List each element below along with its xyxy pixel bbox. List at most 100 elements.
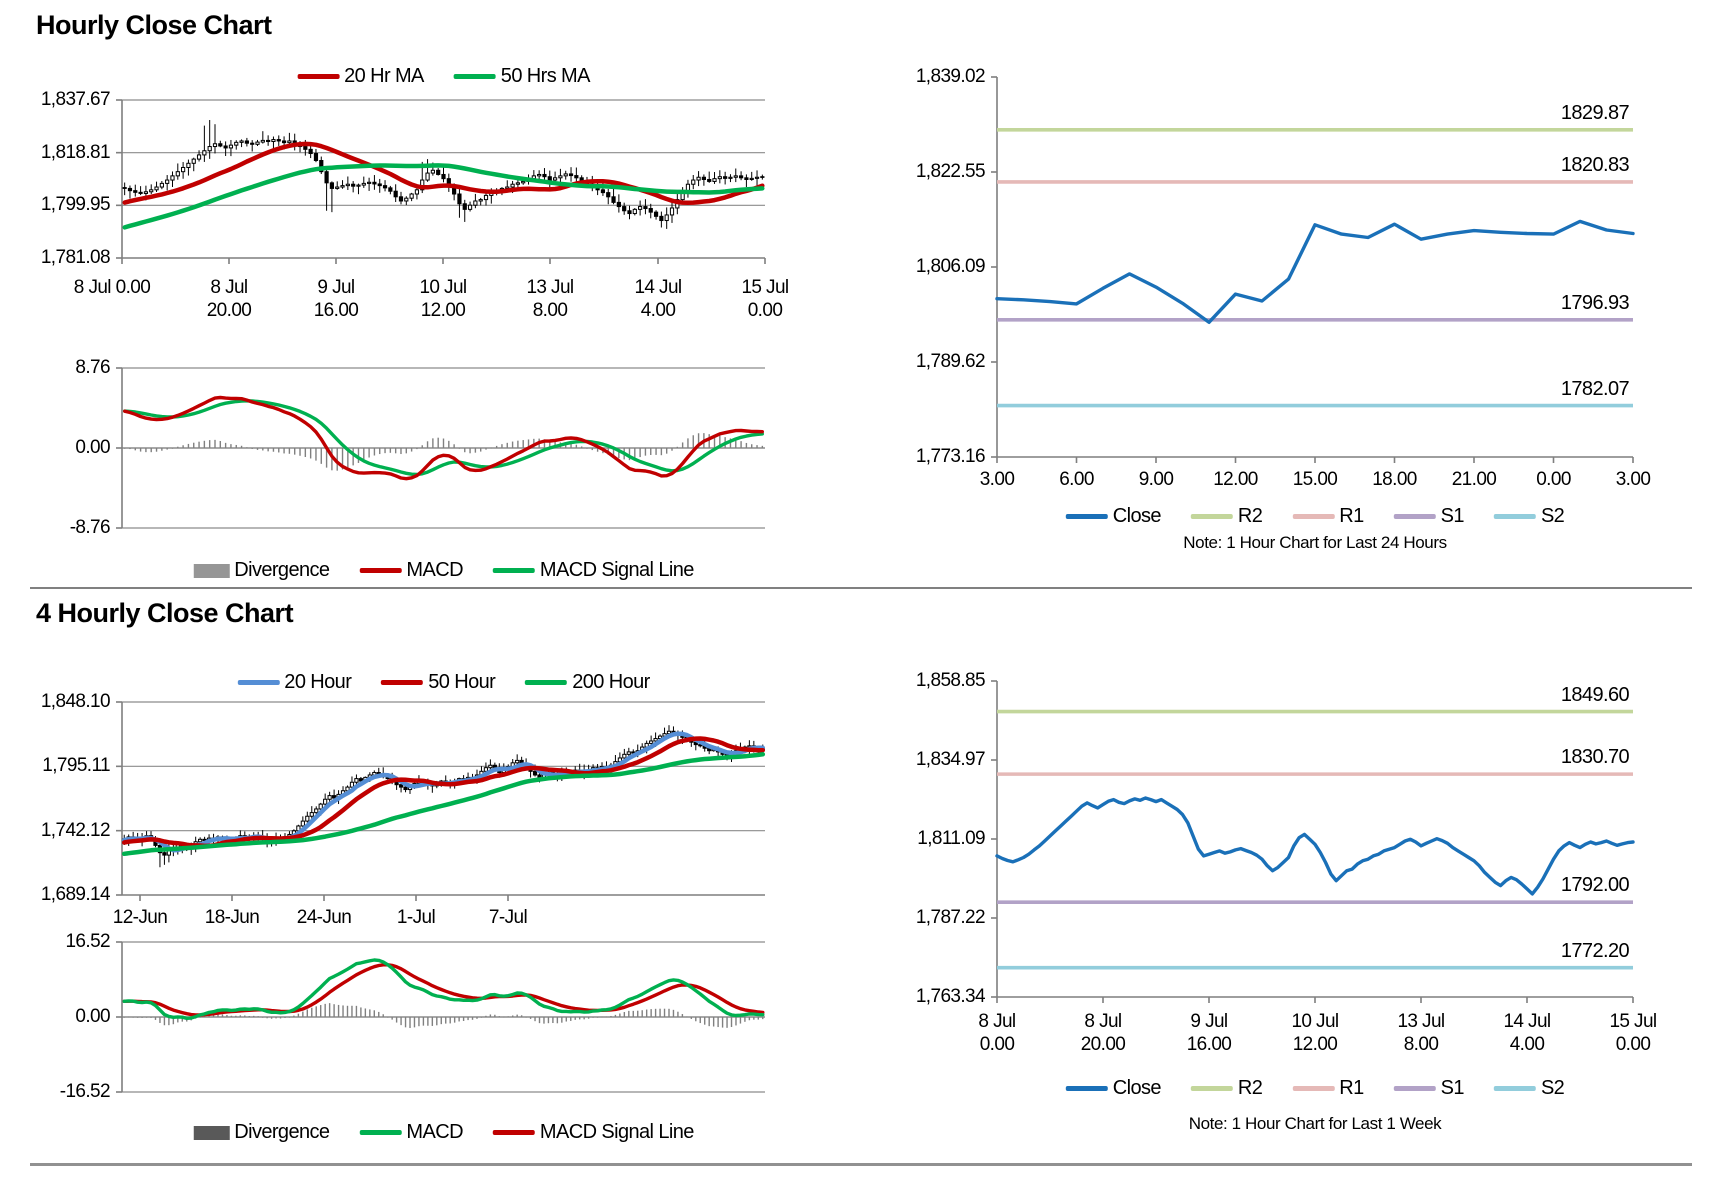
candle-body <box>666 730 672 735</box>
y-axis-label: 1,763.34 <box>915 986 986 1007</box>
candle-body <box>127 187 133 192</box>
candle-body <box>354 778 359 783</box>
macd-signal-line <box>122 963 765 1017</box>
divergence-bar <box>355 1005 358 1017</box>
candle-body <box>457 193 462 205</box>
divergence-bar <box>384 448 386 454</box>
candle-body <box>207 146 212 152</box>
divergence-bar <box>279 1017 282 1019</box>
divergence-bar <box>139 448 142 452</box>
legend-swatch-r1 <box>1292 1086 1335 1091</box>
divergence-bar <box>753 1017 755 1020</box>
divergence-bar <box>309 448 312 459</box>
y-axis-label: 1,834.97 <box>915 749 986 770</box>
divergence-bar <box>586 448 588 449</box>
divergence-bar <box>320 1005 322 1017</box>
divergence-bar <box>639 448 641 458</box>
level-label-s1: 1796.93 <box>1560 291 1630 314</box>
divergence-bar <box>134 448 136 451</box>
legend-swatch-r2 <box>1190 1086 1233 1091</box>
divergence-bar <box>283 448 285 454</box>
y-axis-label: -8.76 <box>69 517 111 538</box>
divergence-bar <box>751 444 753 448</box>
candle-body <box>196 154 202 160</box>
divergence-bar <box>336 448 338 471</box>
candle-body <box>657 735 663 740</box>
divergence-bar <box>464 448 466 453</box>
legend-label: 200 Hour <box>572 671 650 693</box>
candle-body <box>760 176 765 178</box>
divergence-bar <box>549 440 551 448</box>
divergence-bar <box>708 1017 710 1027</box>
legend-item: 20 Hour <box>237 671 352 694</box>
divergence-bar <box>610 1015 612 1017</box>
level-label-r2: 1849.60 <box>1560 683 1630 706</box>
y-axis-label: 1,839.02 <box>915 66 986 87</box>
x-axis-label: 18-Jun <box>204 907 260 928</box>
candle-body <box>361 182 366 186</box>
lastweek-note: Note: 1 Hour Chart for Last 1 Week <box>1188 1114 1442 1133</box>
divergence-bar <box>235 1015 237 1017</box>
divergence-bar <box>641 1010 643 1017</box>
legend-label: S1 <box>1440 505 1465 527</box>
candle-body <box>305 815 310 822</box>
candle-body <box>653 211 659 217</box>
divergence-bar <box>182 445 184 448</box>
divergence-bar <box>634 448 636 460</box>
candle-body <box>483 194 489 201</box>
candle-body <box>701 176 706 180</box>
x-axis-label: 18.00 <box>1372 469 1417 490</box>
divergence-bar <box>619 1013 621 1017</box>
divergence-bar <box>208 440 211 448</box>
candle-body <box>271 139 276 143</box>
divergence-bar <box>668 1008 670 1017</box>
divergence-bar <box>692 435 694 448</box>
divergence-bar <box>418 1017 420 1027</box>
x-axis-label: 8 Jul 0.00 <box>73 277 151 298</box>
y-axis-label: 1,795.11 <box>42 755 110 777</box>
divergence-bar <box>181 1017 183 1022</box>
divergence-bar <box>389 448 392 453</box>
divergence-bar <box>267 448 269 452</box>
legend-item: R1 <box>1292 505 1364 528</box>
x-axis-label: 9 Jul 16.00 <box>313 277 359 321</box>
divergence-bar <box>687 438 689 448</box>
y-axis-label: 1,806.09 <box>915 256 986 277</box>
x-axis-label: 15.00 <box>1292 469 1338 490</box>
legend-item: 200 Hour <box>525 671 650 694</box>
divergence-bar <box>177 1017 179 1023</box>
candle-body <box>276 139 281 142</box>
candle-body <box>510 183 515 188</box>
divergence-bar <box>618 448 620 459</box>
divergence-bar <box>328 1003 331 1017</box>
divergence-bar <box>512 1015 514 1017</box>
legend-item: R1 <box>1292 1077 1364 1100</box>
legend-swatch-50-hour <box>381 680 424 685</box>
candle-body <box>659 215 664 222</box>
candle-body <box>664 214 669 222</box>
divergence-bar <box>601 1016 603 1018</box>
candle-body <box>744 177 749 180</box>
candle-body <box>202 150 207 156</box>
divergence-bar <box>416 448 418 450</box>
divergence-bar <box>490 447 493 449</box>
candle-body <box>478 199 483 202</box>
divergence-bar <box>570 443 572 448</box>
legend-swatch-macd-signal-line <box>492 568 535 573</box>
divergence-bar <box>266 1017 268 1019</box>
candle-body <box>698 744 703 747</box>
divergence-bar <box>357 448 360 463</box>
divergence-bar <box>341 448 344 470</box>
x-axis-label: 3.00 <box>1615 469 1651 490</box>
divergence-bar <box>681 442 684 448</box>
divergence-bar <box>240 445 243 448</box>
divergence-bar <box>522 440 524 448</box>
divergence-bar <box>257 1016 259 1017</box>
divergence-bar <box>150 1017 152 1018</box>
legend-swatch-close <box>1065 1086 1108 1091</box>
divergence-bar <box>632 1010 634 1017</box>
divergence-bar <box>347 448 349 468</box>
divergence-bar <box>591 448 593 451</box>
divergence-bar <box>199 1016 201 1018</box>
